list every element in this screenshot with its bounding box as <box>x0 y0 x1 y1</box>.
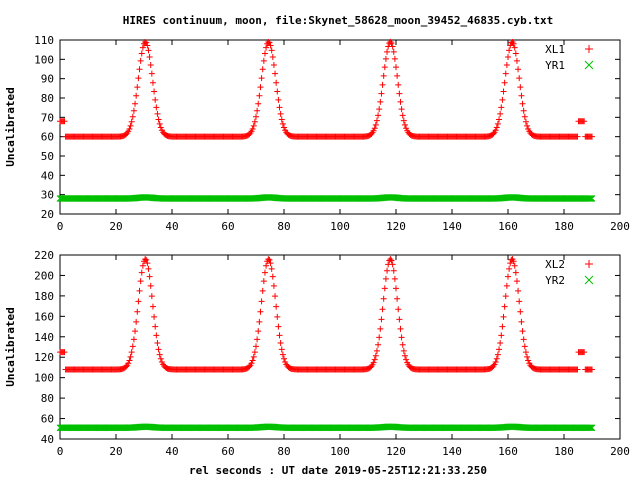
x-tick-label: 200 <box>610 445 630 458</box>
x-tick-label: 40 <box>165 445 178 458</box>
y-tick-label: 80 <box>41 392 54 405</box>
y-tick-label: 50 <box>41 150 54 163</box>
x-tick-label: 100 <box>330 445 350 458</box>
x-tick-label: 80 <box>277 445 290 458</box>
y-tick-label: 60 <box>41 413 54 426</box>
y-tick-label: 180 <box>34 290 54 303</box>
legend-marker <box>585 260 593 268</box>
chart-title: HIRES continuum, moon, file:Skynet_58628… <box>123 14 553 27</box>
series-markers-yr2 <box>56 423 596 432</box>
legend-label: YR1 <box>545 59 565 72</box>
y-tick-label: 20 <box>41 208 54 221</box>
legend-marker <box>584 275 594 285</box>
y-tick-label: 100 <box>34 372 54 385</box>
x-tick-label: 120 <box>386 445 406 458</box>
series-xl2 <box>57 256 595 373</box>
y-tick-label: 110 <box>34 34 54 47</box>
x-tick-label: 20 <box>109 220 122 233</box>
legend-label: XL2 <box>545 258 565 271</box>
x-tick-label: 140 <box>442 445 462 458</box>
x-tick-label: 20 <box>109 445 122 458</box>
x-tick-label: 160 <box>498 220 518 233</box>
series-yr1 <box>56 194 596 202</box>
y-tick-label: 200 <box>34 269 54 282</box>
x-tick-label: 120 <box>386 220 406 233</box>
x-tick-label: 140 <box>442 220 462 233</box>
top-panel: 0 20 40 60 80 100 120 140 160 180 2002030405060708… <box>4 34 630 233</box>
y-axis-label: Uncalibrated <box>4 87 17 166</box>
bottom-panel: 0 20 40 60 80 100 120 140 160 180 200 40 60 80 100 120 1… <box>4 249 630 458</box>
x-tick-label: 80 <box>277 220 290 233</box>
legend-marker <box>585 45 593 53</box>
y-tick-label: 60 <box>41 131 54 144</box>
series-markers-yr1 <box>56 194 596 202</box>
x-tick-label: 60 <box>221 220 234 233</box>
x-tick-label: 0 <box>57 220 64 233</box>
plot-frame <box>59 39 621 215</box>
x-tick-label: 40 <box>165 220 178 233</box>
x-tick-label: 60 <box>221 445 234 458</box>
legend-label: YR2 <box>545 274 565 287</box>
y-tick-label: 40 <box>41 169 54 182</box>
y-tick-label: 100 <box>34 53 54 66</box>
y-axis-label: Uncalibrated <box>4 307 17 386</box>
y-tick-label: 140 <box>34 331 54 344</box>
x-axis-label: rel seconds : UT date 2019-05-25T12:21:3… <box>189 464 487 477</box>
series-markers-xl2 <box>57 256 595 373</box>
y-tick-label: 80 <box>41 92 54 105</box>
y-tick-label: 40 <box>41 433 54 446</box>
x-tick-label: 180 <box>554 445 574 458</box>
y-tick-label: 160 <box>34 310 54 323</box>
x-tick-label: 100 <box>330 220 350 233</box>
y-tick-label: 70 <box>41 111 54 124</box>
y-tick-label: 90 <box>41 73 54 86</box>
x-tick-label: 180 <box>554 220 574 233</box>
series-yr2 <box>56 423 596 432</box>
series-xl1 <box>57 38 595 140</box>
x-tick-label: 160 <box>498 445 518 458</box>
legend-marker <box>584 60 594 70</box>
x-tick-label: 0 <box>57 445 64 458</box>
y-tick-label: 30 <box>41 189 54 202</box>
y-tick-label: 120 <box>34 351 54 364</box>
series-markers-xl1 <box>57 38 595 140</box>
plot-frame <box>59 254 621 440</box>
y-tick-label: 220 <box>34 249 54 262</box>
x-tick-label: 200 <box>610 220 630 233</box>
legend-label: XL1 <box>545 43 565 56</box>
